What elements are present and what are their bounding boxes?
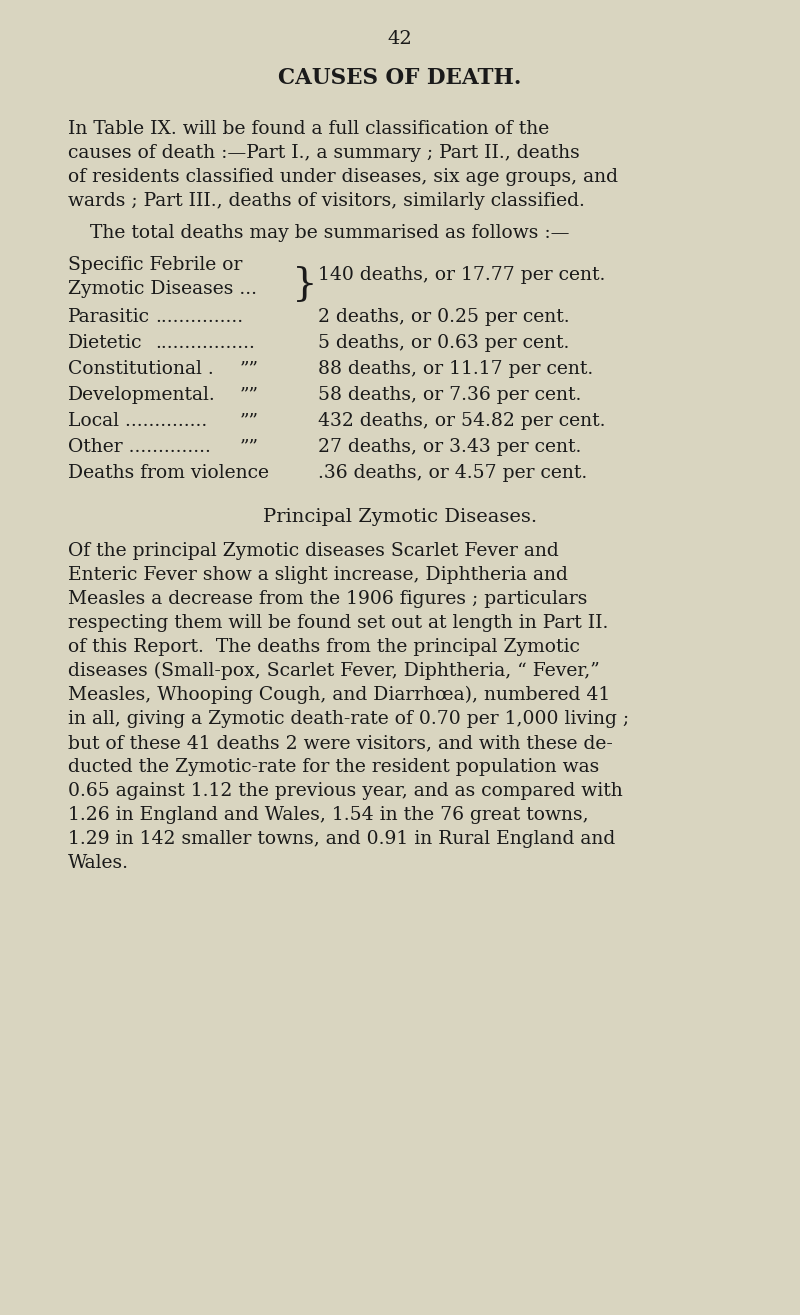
Text: .36 deaths, or 4.57 per cent.: .36 deaths, or 4.57 per cent. [318, 464, 587, 483]
Text: Wales.: Wales. [68, 853, 129, 872]
Text: 88 deaths, or 11.17 per cent.: 88 deaths, or 11.17 per cent. [318, 360, 594, 377]
Text: 1.29 in 142 smaller towns, and 0.91 in Rural England and: 1.29 in 142 smaller towns, and 0.91 in R… [68, 830, 615, 848]
Text: Other ..............: Other .............. [68, 438, 211, 456]
Text: 42: 42 [388, 30, 412, 49]
Text: causes of death :—Part I., a summary ; Part II., deaths: causes of death :—Part I., a summary ; P… [68, 145, 580, 162]
Text: Constitutional .: Constitutional . [68, 360, 214, 377]
Text: Measles, Whooping Cough, and Diarrhœa), numbered 41: Measles, Whooping Cough, and Diarrhœa), … [68, 686, 610, 705]
Text: .................: ................. [155, 334, 255, 352]
Text: ””: ”” [240, 412, 259, 430]
Text: The total deaths may be summarised as follows :—: The total deaths may be summarised as fo… [90, 224, 570, 242]
Text: Deaths from violence: Deaths from violence [68, 464, 269, 483]
Text: Zymotic Diseases ...: Zymotic Diseases ... [68, 280, 257, 299]
Text: 27 deaths, or 3.43 per cent.: 27 deaths, or 3.43 per cent. [318, 438, 582, 456]
Text: wards ; Part III., deaths of visitors, similarly classified.: wards ; Part III., deaths of visitors, s… [68, 192, 585, 210]
Text: Developmental.: Developmental. [68, 387, 216, 404]
Text: respecting them will be found set out at length in Part II.: respecting them will be found set out at… [68, 614, 608, 633]
Text: but of these 41 deaths 2 were visitors, and with these de-: but of these 41 deaths 2 were visitors, … [68, 734, 613, 752]
Text: Dietetic: Dietetic [68, 334, 142, 352]
Text: 58 deaths, or 7.36 per cent.: 58 deaths, or 7.36 per cent. [318, 387, 582, 404]
Text: Parasitic: Parasitic [68, 308, 150, 326]
Text: }: } [292, 266, 318, 302]
Text: ducted the Zymotic-rate for the resident population was: ducted the Zymotic-rate for the resident… [68, 757, 599, 776]
Text: ””: ”” [240, 387, 259, 404]
Text: Of the principal Zymotic diseases Scarlet Fever and: Of the principal Zymotic diseases Scarle… [68, 542, 558, 560]
Text: Specific Febrile or: Specific Febrile or [68, 256, 242, 274]
Text: Measles a decrease from the 1906 figures ; particulars: Measles a decrease from the 1906 figures… [68, 590, 587, 608]
Text: 0.65 against 1.12 the previous year, and as compared with: 0.65 against 1.12 the previous year, and… [68, 782, 622, 800]
Text: 432 deaths, or 54.82 per cent.: 432 deaths, or 54.82 per cent. [318, 412, 606, 430]
Text: ...............: ............... [155, 308, 243, 326]
Text: in all, giving a Zymotic death-rate of 0.70 per 1,000 living ;: in all, giving a Zymotic death-rate of 0… [68, 710, 629, 729]
Text: 5 deaths, or 0.63 per cent.: 5 deaths, or 0.63 per cent. [318, 334, 570, 352]
Text: Principal Zymotic Diseases.: Principal Zymotic Diseases. [263, 508, 537, 526]
Text: In Table IX. will be found a full classification of the: In Table IX. will be found a full classi… [68, 120, 550, 138]
Text: ””: ”” [240, 360, 259, 377]
Text: ””: ”” [240, 438, 259, 456]
Text: 2 deaths, or 0.25 per cent.: 2 deaths, or 0.25 per cent. [318, 308, 570, 326]
Text: Enteric Fever show a slight increase, Diphtheria and: Enteric Fever show a slight increase, Di… [68, 565, 568, 584]
Text: of this Report.  The deaths from the principal Zymotic: of this Report. The deaths from the prin… [68, 638, 580, 656]
Text: 140 deaths, or 17.77 per cent.: 140 deaths, or 17.77 per cent. [318, 266, 606, 284]
Text: diseases (Small-pox, Scarlet Fever, Diphtheria, “ Fever,”: diseases (Small-pox, Scarlet Fever, Diph… [68, 661, 600, 680]
Text: Local ..............: Local .............. [68, 412, 207, 430]
Text: CAUSES OF DEATH.: CAUSES OF DEATH. [278, 67, 522, 89]
Text: 1.26 in England and Wales, 1.54 in the 76 great towns,: 1.26 in England and Wales, 1.54 in the 7… [68, 806, 589, 825]
Text: of residents classified under diseases, six age groups, and: of residents classified under diseases, … [68, 168, 618, 185]
